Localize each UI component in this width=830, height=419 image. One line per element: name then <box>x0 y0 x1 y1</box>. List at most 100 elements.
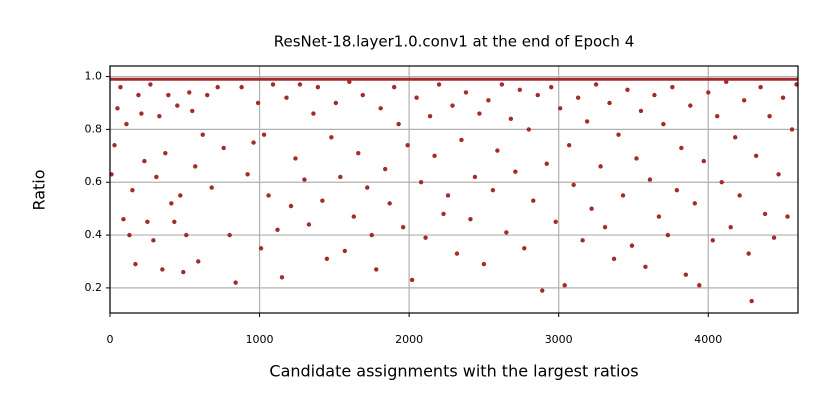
point <box>258 246 264 251</box>
point <box>215 84 220 90</box>
x-tick-label: 0 <box>107 333 114 346</box>
point <box>127 232 132 238</box>
point <box>266 193 271 198</box>
point <box>495 148 500 153</box>
point <box>193 164 198 169</box>
point <box>562 283 567 288</box>
point <box>602 224 608 230</box>
x-tick-label: 3000 <box>545 333 573 346</box>
point <box>136 92 141 98</box>
point <box>719 180 724 185</box>
point <box>181 269 186 275</box>
point <box>652 92 657 98</box>
point <box>130 187 135 193</box>
point <box>270 82 276 87</box>
point <box>297 82 303 87</box>
point <box>661 121 666 127</box>
point <box>549 84 554 90</box>
point <box>683 272 689 277</box>
point <box>145 219 150 225</box>
point <box>184 232 189 238</box>
point <box>245 172 250 177</box>
point <box>279 275 285 280</box>
point <box>112 143 117 148</box>
point <box>356 150 361 156</box>
point <box>575 95 581 100</box>
point <box>190 108 195 114</box>
point <box>196 259 201 264</box>
point <box>589 206 594 211</box>
point <box>776 172 781 177</box>
point <box>311 111 316 116</box>
point <box>459 137 464 143</box>
point <box>706 90 711 95</box>
point <box>187 90 192 95</box>
point <box>409 277 415 283</box>
point <box>468 217 473 222</box>
point <box>758 84 763 90</box>
point <box>616 132 621 137</box>
point <box>656 214 662 219</box>
point <box>513 169 518 174</box>
point <box>124 121 129 127</box>
point <box>423 235 428 240</box>
point <box>715 113 720 119</box>
y-axis-label: Ratio <box>30 169 49 210</box>
point <box>544 161 549 166</box>
point <box>571 182 576 188</box>
point <box>365 185 370 190</box>
x-axis-label: Candidate assignments with the largest r… <box>269 362 638 381</box>
point <box>553 219 558 225</box>
point <box>209 185 214 190</box>
point <box>688 103 693 108</box>
point <box>499 82 505 87</box>
point <box>771 235 777 240</box>
point <box>261 132 267 137</box>
point <box>205 92 210 98</box>
point <box>306 222 312 227</box>
point <box>472 174 478 180</box>
point <box>710 238 715 243</box>
point <box>598 164 603 169</box>
point <box>121 217 126 222</box>
point <box>233 280 238 285</box>
point <box>178 193 183 198</box>
point <box>741 98 747 103</box>
point <box>634 156 639 161</box>
point <box>118 84 123 90</box>
point <box>728 224 733 230</box>
point <box>629 243 635 248</box>
point <box>557 106 563 111</box>
point <box>157 113 162 119</box>
point <box>508 116 514 122</box>
point <box>454 251 460 256</box>
point <box>670 84 675 90</box>
point <box>374 267 379 272</box>
point <box>522 246 527 251</box>
point <box>255 100 261 106</box>
point <box>160 267 165 272</box>
point <box>620 193 626 198</box>
point <box>674 187 680 193</box>
point <box>151 238 156 243</box>
x-tick-label: 1000 <box>246 333 274 346</box>
point <box>293 156 298 161</box>
point <box>133 261 138 267</box>
point <box>753 153 759 159</box>
point <box>342 248 348 254</box>
point <box>638 108 644 114</box>
point <box>324 256 330 262</box>
point <box>154 174 159 180</box>
point <box>584 119 590 124</box>
point <box>463 90 469 95</box>
point <box>535 92 540 98</box>
point <box>785 214 790 219</box>
point <box>746 251 751 256</box>
point <box>414 95 419 100</box>
y-tick-label: 0.2 <box>85 281 103 294</box>
point <box>737 193 742 198</box>
point <box>284 95 289 100</box>
point <box>227 232 232 238</box>
point <box>200 132 205 137</box>
